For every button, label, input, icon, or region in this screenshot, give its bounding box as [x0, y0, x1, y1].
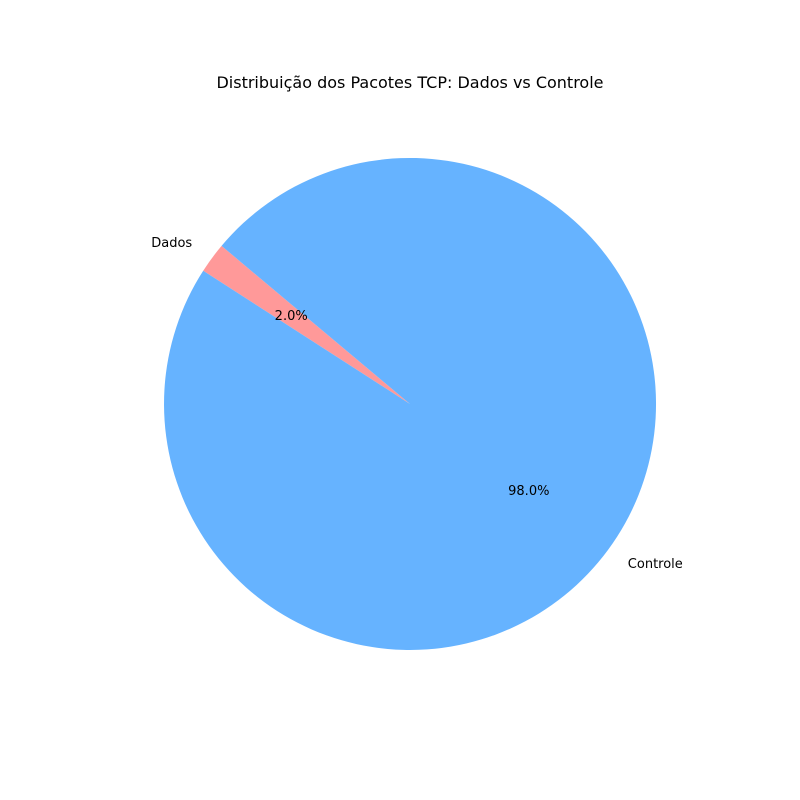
pie-slice-controle — [164, 157, 657, 650]
chart-title: Distribuição dos Pacotes TCP: Dados vs C… — [216, 73, 603, 92]
pie-labels: Dados 2.0% Controle 98.0% — [151, 236, 683, 572]
pie-slice-dados — [203, 245, 410, 404]
pie-slices — [164, 157, 657, 650]
slice-label-dados: Dados — [151, 236, 192, 251]
pct-label-controle: 98.0% — [508, 484, 549, 499]
pct-label-dados: 2.0% — [275, 309, 308, 324]
slice-label-controle: Controle — [628, 557, 683, 572]
